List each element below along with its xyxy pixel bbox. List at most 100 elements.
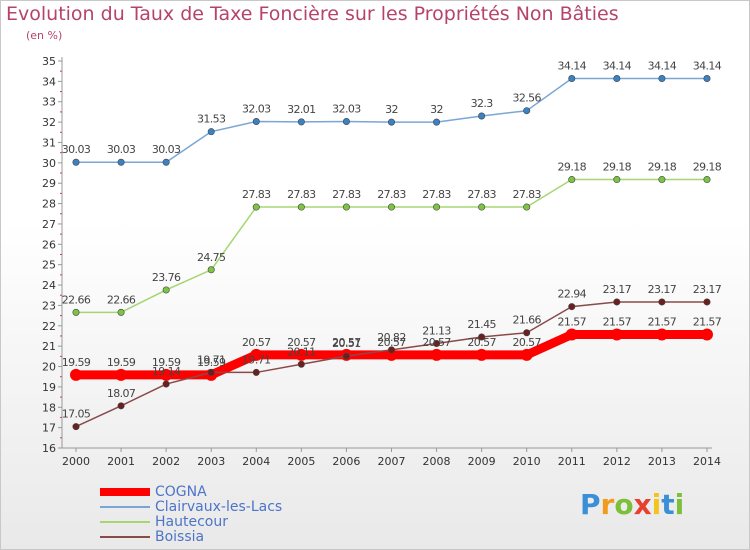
data-label: 32.56 [512,92,541,105]
data-label: 32.3 [471,97,494,110]
data-label: 19.59 [107,356,136,369]
data-label: 20.57 [287,336,316,349]
data-label: 20.57 [467,336,496,349]
data-label: 34.14 [648,60,677,73]
data-label: 29.18 [648,161,677,174]
data-point [613,75,621,83]
y-tick-label: 23 [42,299,56,312]
data-label: 31.53 [197,113,226,126]
proxiti-logo: Proxiti [580,488,684,521]
data-label: 27.83 [332,188,361,201]
data-point [207,368,215,376]
data-label: 21.57 [693,316,722,329]
data-label: 32.01 [287,103,316,116]
y-tick-label: 18 [42,401,56,414]
data-point [117,158,125,166]
data-label: 23.17 [693,283,722,296]
data-point [658,298,666,306]
data-label: 19.59 [197,356,226,369]
data-label: 27.83 [422,188,451,201]
data-point [252,203,260,211]
data-point [433,203,441,211]
data-point [162,286,170,294]
legend-item-boissia: Boissia [100,529,320,545]
data-point [387,203,395,211]
data-point [72,158,80,166]
data-label: 34.14 [558,60,587,73]
data-point [568,176,576,184]
data-label: 22.66 [107,293,136,306]
data-point [387,346,395,354]
legend-label-cogna: COGNA [155,484,207,500]
y-tick-label: 21 [42,340,56,353]
data-point [115,368,128,381]
data-point [433,340,441,348]
data-point [475,348,488,361]
data-label: 19.59 [62,356,91,369]
legend-label-clairvaux: Clairvaux-les-Lacs [155,499,283,515]
logo-letter: o [614,488,634,521]
data-label: 20.51 [332,337,361,350]
data-point [387,118,395,126]
legend-label-hautecour: Hautecour [155,514,228,530]
data-point [250,348,263,361]
y-tick-label: 20 [42,361,56,374]
x-tick-label: 2012 [603,455,631,468]
data-label: 19.59 [152,356,181,369]
y-unit-label: (en %) [26,29,63,42]
data-label: 32.03 [242,102,271,115]
data-point [342,117,350,125]
data-label: 22.94 [558,288,587,301]
data-label: 27.83 [287,188,316,201]
data-point [613,298,621,306]
legend-label-boissia: Boissia [155,529,205,545]
data-point [297,203,305,211]
data-point [565,328,578,341]
x-tick-label: 2011 [558,455,586,468]
data-label: 27.83 [512,188,541,201]
x-tick-label: 2000 [62,455,90,468]
x-tick-label: 2014 [693,455,721,468]
data-label: 27.83 [377,188,406,201]
data-point [523,107,531,115]
x-tick-label: 2004 [242,455,270,468]
y-tick-label: 25 [42,259,56,272]
data-label: 21.66 [512,314,541,327]
data-label: 20.57 [512,336,541,349]
legend-swatch-cogna [100,488,150,496]
y-tick-label: 26 [42,238,56,251]
logo-letter: t [661,488,675,521]
data-label: 29.18 [693,161,722,174]
y-tick-label: 17 [42,422,56,435]
data-point [162,158,170,166]
data-point [207,266,215,274]
data-point [117,402,125,410]
data-point [703,298,711,306]
data-point [72,423,80,431]
y-tick-label: 32 [42,116,56,129]
data-label: 20.57 [242,336,271,349]
data-point [478,203,486,211]
data-point [70,368,82,381]
x-tick-label: 2006 [332,455,360,468]
x-tick-label: 2002 [152,455,180,468]
data-label: 27.83 [467,188,496,201]
data-label: 20.11 [287,345,316,358]
data-point [478,112,486,120]
x-tick-label: 2005 [287,455,315,468]
data-point [160,368,173,381]
data-label: 32 [385,103,398,116]
data-point [342,352,350,360]
data-label: 30.03 [152,143,181,156]
legend-swatch-hautecour [100,521,150,523]
data-point [252,117,260,125]
legend-item-hautecour: Hautecour [100,514,320,530]
data-point [433,118,441,126]
logo-letter: i [674,488,685,521]
y-tick-label: 16 [42,442,56,455]
data-label: 17.05 [62,408,91,421]
data-point [613,176,621,184]
y-tick-label: 35 [42,55,56,68]
